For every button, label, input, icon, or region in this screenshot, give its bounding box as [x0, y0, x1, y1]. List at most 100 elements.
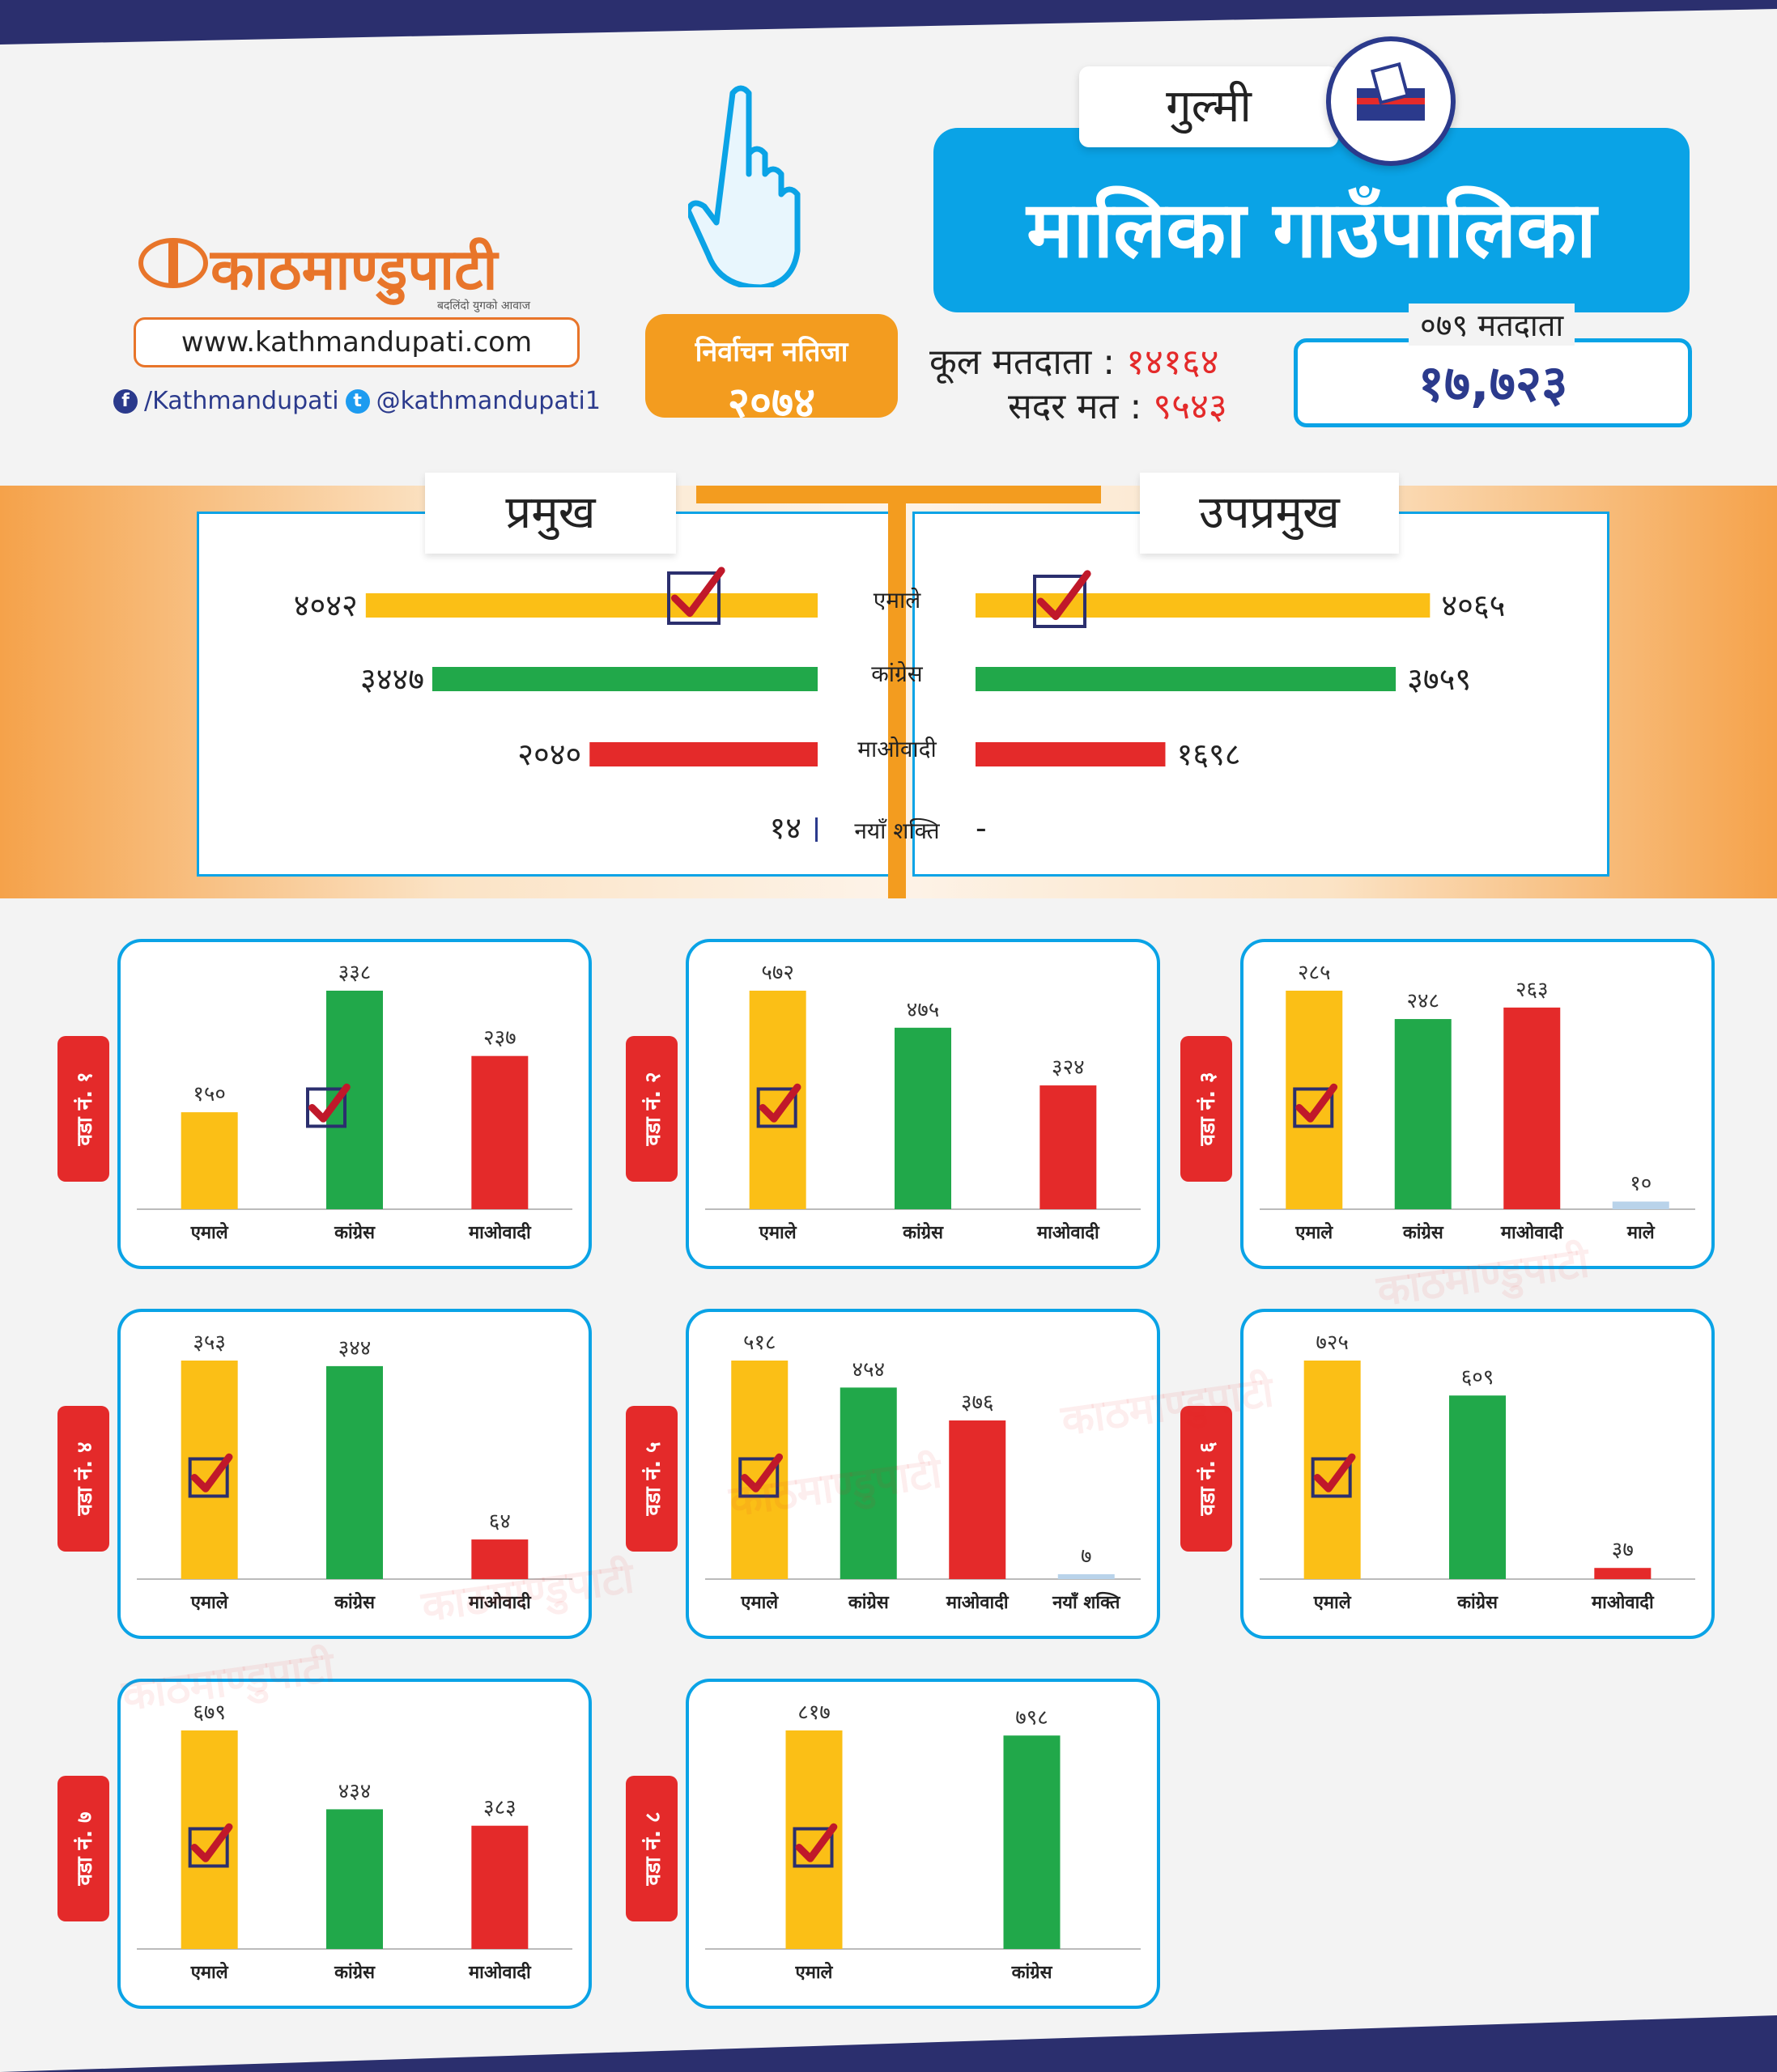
ward-category-label: माओवादी: [946, 1591, 1010, 1613]
ward-value-label: ७: [1081, 1544, 1092, 1569]
ward-bar: [1394, 1019, 1452, 1209]
ward-category-label: माओवादी: [468, 1221, 532, 1243]
ward-tab: वडा नं. ८: [626, 1776, 678, 1921]
ward-bar: [840, 1387, 897, 1579]
ward-label: वडा नं. ४: [73, 1441, 97, 1516]
winner-check-icon: [188, 1453, 233, 1498]
ward-category-label: एमाले: [1313, 1591, 1352, 1613]
valid-votes-label: सदर मत :: [1008, 386, 1142, 427]
badge-year: २०७४: [727, 379, 816, 427]
top-connector: [696, 486, 1101, 503]
ward-chart: ६७९ एमाले ४३४ कांग्रेस ३८३ माओवादी: [137, 1700, 572, 1983]
ward-value-label: ३३८: [338, 961, 372, 985]
ward-bar: [1003, 1735, 1061, 1949]
ward-value-label: ४७५: [907, 998, 940, 1022]
ward-category-label: कांग्रेस: [1011, 1961, 1053, 1983]
deputy-bar: [976, 742, 1166, 766]
party-label: माओवादी: [857, 736, 937, 762]
ward-value-label: १५०: [193, 1082, 226, 1106]
ward-label: वडा नं. २: [641, 1072, 665, 1146]
website-link[interactable]: www.kathmandupati.com: [134, 317, 580, 367]
ward-category-label: कांग्रेस: [334, 1961, 376, 1983]
summary-bars: एमाले ४०४२ ४०६५ कांग्रेस ३४४७ ३७५९ माओवादी २०४०…: [294, 567, 1505, 846]
valid-votes-value: ९५४३: [1153, 386, 1227, 427]
ward-bar: [1057, 1574, 1115, 1579]
voters-079-value: १७,७२३: [1418, 354, 1568, 413]
facebook-handle[interactable]: /Kathmandupati: [144, 387, 339, 415]
ward-value-label: ७९८: [1015, 1705, 1048, 1730]
deputy-value-label: ३७५९: [1407, 661, 1471, 697]
ward-tab: वडा नं. ५: [626, 1406, 678, 1552]
ward-category-label: एमाले: [190, 1961, 229, 1983]
ward-category-label: माओवादी: [468, 1961, 532, 1983]
winner-check-icon: [1293, 1083, 1338, 1128]
ward-bar: [326, 1809, 383, 1949]
ward-bar: [1039, 1085, 1097, 1209]
twitter-icon[interactable]: t: [345, 388, 370, 414]
ward-tab: वडा नं. ७: [57, 1776, 109, 1921]
valid-votes: सदर मत : ९५४३: [1008, 380, 1227, 429]
deputy-panel: [912, 512, 1609, 877]
mayor-bar: [589, 742, 818, 766]
party-label: कांग्रेस: [871, 660, 924, 687]
ward-card: ५१८ एमाले ४५४ कांग्रेस ३७६ माओवादी ७ नयाँ शक्ति: [686, 1309, 1160, 1639]
twitter-handle[interactable]: @kathmandupati1: [376, 387, 601, 415]
mayor-bar: [365, 593, 818, 618]
total-voters-label: कूल मतदाता :: [929, 342, 1116, 383]
winner-check-icon: [756, 1083, 801, 1128]
party-label: एमाले: [874, 587, 921, 614]
ward-bar: [471, 1825, 529, 1949]
ward-bar: [949, 1420, 1006, 1579]
ward-tab: वडा नं. २: [626, 1036, 678, 1182]
ward-category-label: कांग्रेस: [1456, 1591, 1499, 1613]
ward-category-label: एमाले: [759, 1221, 797, 1243]
ward-chart: ३५३ एमाले ३४४ कांग्रेस ६४ माओवादी: [137, 1331, 572, 1613]
deputy-value-label: ४०६५: [1441, 588, 1505, 623]
ward-category-label: कांग्रेस: [334, 1221, 376, 1243]
ward-card: ७२५ एमाले ६०९ कांग्रेस ३७ माओवादी: [1240, 1309, 1715, 1639]
ward-bar: [895, 1027, 951, 1209]
ward-label: वडा नं. ३: [1196, 1072, 1220, 1146]
ward-value-label: २६३: [1516, 978, 1549, 1002]
ward-value-label: ३८३: [483, 1796, 517, 1820]
ward-tab: वडा नं. ४: [57, 1406, 109, 1552]
title-panel: [933, 128, 1690, 312]
badge-title: निर्वाचन नतिजा: [695, 336, 848, 368]
ward-bar: [471, 1055, 529, 1209]
ward-tab: वडा नं. ३: [1180, 1036, 1232, 1182]
ward-tab: वडा नं. १: [57, 1036, 109, 1182]
ward-label: वडा नं. ६: [1196, 1441, 1220, 1516]
total-voters-value: १४१६४: [1126, 342, 1219, 383]
ward-category-label: एमाले: [795, 1961, 834, 1983]
ward-bar: [326, 1365, 383, 1579]
center-divider: [888, 486, 906, 898]
winner-check-icon: [1311, 1453, 1356, 1498]
ward-card: १५० एमाले ३३८ कांग्रेस २३७ माओवादी: [117, 939, 592, 1269]
mayor-heading: प्रमुख: [425, 473, 676, 554]
ward-value-label: ३७: [1612, 1538, 1634, 1562]
ward-category-label: माओवादी: [1500, 1221, 1564, 1243]
social-links: f /Kathmandupati t @kathmandupati1: [113, 387, 601, 415]
winner-check-icon: [793, 1823, 838, 1868]
district-name: गुल्मी: [1079, 66, 1338, 147]
mayor-value-label: ३४४७: [360, 661, 424, 697]
deputy-value-label: १६९८: [1176, 737, 1240, 772]
mayor-value-label: ४०४२: [294, 588, 358, 623]
ward-value-label: ४५४: [852, 1357, 885, 1382]
ward-category-label: नयाँ शक्ति: [1052, 1591, 1121, 1613]
ward-bar: [1594, 1568, 1652, 1579]
ward-chart: ५१८ एमाले ४५४ कांग्रेस ३७६ माओवादी ७ नयाँ शक्ति: [705, 1331, 1141, 1613]
deputy-heading: उपप्रमुख: [1140, 473, 1399, 554]
mayor-panel: [197, 512, 894, 877]
brand-name: काठमाण्डुपाटी: [210, 236, 498, 303]
ward-value-label: २४८: [1406, 989, 1439, 1013]
ward-bar: [1449, 1395, 1506, 1579]
ward-category-label: एमाले: [190, 1221, 229, 1243]
mayor-value-label: १४: [769, 810, 801, 846]
page-title: मालिका गाउँपालिका: [1027, 185, 1596, 275]
facebook-icon[interactable]: f: [113, 388, 138, 414]
ward-category-label: माओवादी: [1591, 1591, 1655, 1613]
winner-check-icon: [1033, 570, 1091, 628]
ward-tab: वडा नं. ६: [1180, 1406, 1232, 1552]
ward-category-label: कांग्रेस: [1402, 1221, 1444, 1243]
